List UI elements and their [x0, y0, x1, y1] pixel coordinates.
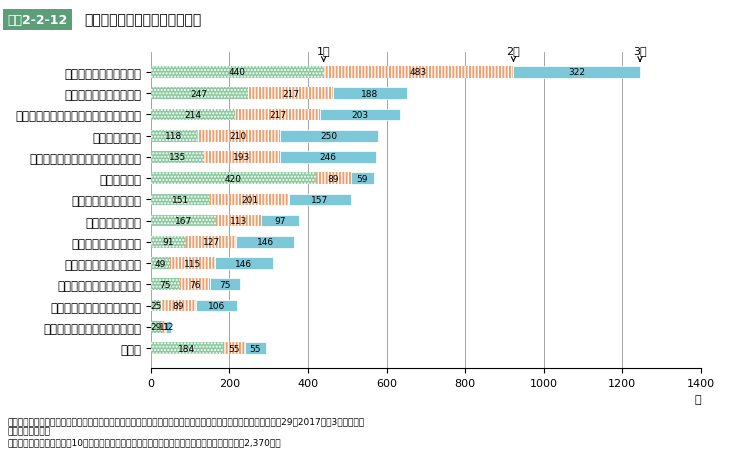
Bar: [150, 67, 323, 79]
Bar: [150, 109, 235, 121]
Text: 55: 55: [228, 344, 239, 353]
Bar: [162, 321, 166, 333]
Bar: [150, 321, 162, 333]
Text: 483: 483: [410, 68, 427, 77]
Text: 217: 217: [282, 90, 299, 98]
Text: 12: 12: [163, 323, 174, 332]
Bar: [150, 300, 161, 312]
Bar: [170, 258, 215, 269]
Bar: [180, 279, 210, 290]
Text: 91: 91: [163, 238, 174, 247]
Bar: [513, 67, 640, 79]
Text: 135: 135: [169, 153, 186, 162]
Text: 資料：一般社団法人全国農業会議所全国新規就農相談センター「新規就農者の就農実態に関する調査結果」（平成29（2017）年3月）を基に
　農林水産省作成
注：就農: 資料：一般社団法人全国農業会議所全国新規就農相談センター「新規就農者の就農実態に…: [7, 416, 364, 446]
Text: 118: 118: [165, 132, 182, 141]
Bar: [150, 173, 316, 185]
Text: 3位: 3位: [633, 46, 647, 62]
Text: 146: 146: [235, 259, 253, 268]
Text: 図表2-2-12: 図表2-2-12: [7, 14, 68, 27]
Text: 440: 440: [228, 68, 246, 77]
Bar: [196, 300, 237, 312]
Text: 217: 217: [269, 111, 286, 120]
Text: 97: 97: [274, 217, 285, 226]
Text: 201: 201: [241, 196, 258, 204]
Bar: [150, 279, 180, 290]
Bar: [150, 258, 170, 269]
Bar: [150, 88, 247, 100]
Bar: [316, 173, 350, 185]
Text: 115: 115: [184, 259, 201, 268]
Bar: [150, 343, 223, 354]
Bar: [235, 109, 320, 121]
Text: 新規参入者の就農地の選択理由: 新規参入者の就農地の選択理由: [84, 14, 201, 28]
Text: 55: 55: [250, 344, 261, 353]
Bar: [166, 321, 171, 333]
Bar: [210, 194, 289, 206]
Bar: [215, 258, 272, 269]
Bar: [323, 67, 513, 79]
Bar: [150, 152, 204, 163]
Text: 203: 203: [351, 111, 369, 120]
Bar: [333, 88, 407, 100]
Bar: [150, 194, 210, 206]
Text: 214: 214: [184, 111, 201, 120]
X-axis label: 人: 人: [694, 394, 701, 404]
Text: 184: 184: [178, 344, 196, 353]
Bar: [216, 215, 261, 227]
Bar: [150, 237, 186, 248]
Text: 127: 127: [203, 238, 220, 247]
Text: 167: 167: [175, 217, 192, 226]
Bar: [223, 343, 245, 354]
Bar: [247, 88, 333, 100]
Text: 420: 420: [225, 174, 242, 183]
Bar: [210, 279, 239, 290]
Text: 250: 250: [320, 132, 337, 141]
Text: 188: 188: [361, 90, 379, 98]
Text: 2位: 2位: [507, 46, 520, 62]
Text: 25: 25: [150, 301, 161, 310]
Text: 322: 322: [568, 68, 585, 77]
Text: 157: 157: [311, 196, 329, 204]
Text: 59: 59: [357, 174, 368, 183]
Bar: [320, 109, 400, 121]
Bar: [289, 194, 350, 206]
Text: 11: 11: [158, 323, 170, 332]
Text: 1位: 1位: [317, 46, 331, 62]
Text: 106: 106: [208, 301, 225, 310]
Bar: [237, 237, 293, 248]
Text: 246: 246: [320, 153, 337, 162]
Text: 89: 89: [172, 301, 184, 310]
Bar: [350, 173, 374, 185]
Text: 210: 210: [230, 132, 247, 141]
Bar: [150, 215, 216, 227]
Bar: [161, 300, 196, 312]
Text: 49: 49: [155, 259, 166, 268]
Text: 247: 247: [191, 90, 208, 98]
Bar: [245, 343, 266, 354]
Bar: [280, 131, 378, 142]
Text: 113: 113: [230, 217, 247, 226]
Bar: [280, 152, 376, 163]
Text: 75: 75: [219, 280, 231, 289]
Bar: [261, 215, 299, 227]
Text: 151: 151: [172, 196, 189, 204]
Text: 29: 29: [150, 323, 162, 332]
Text: 193: 193: [233, 153, 250, 162]
Bar: [150, 131, 197, 142]
Text: 76: 76: [189, 280, 201, 289]
Text: 146: 146: [256, 238, 274, 247]
Bar: [197, 131, 280, 142]
Bar: [204, 152, 280, 163]
Text: 89: 89: [328, 174, 339, 183]
Text: 75: 75: [160, 280, 172, 289]
Bar: [186, 237, 237, 248]
